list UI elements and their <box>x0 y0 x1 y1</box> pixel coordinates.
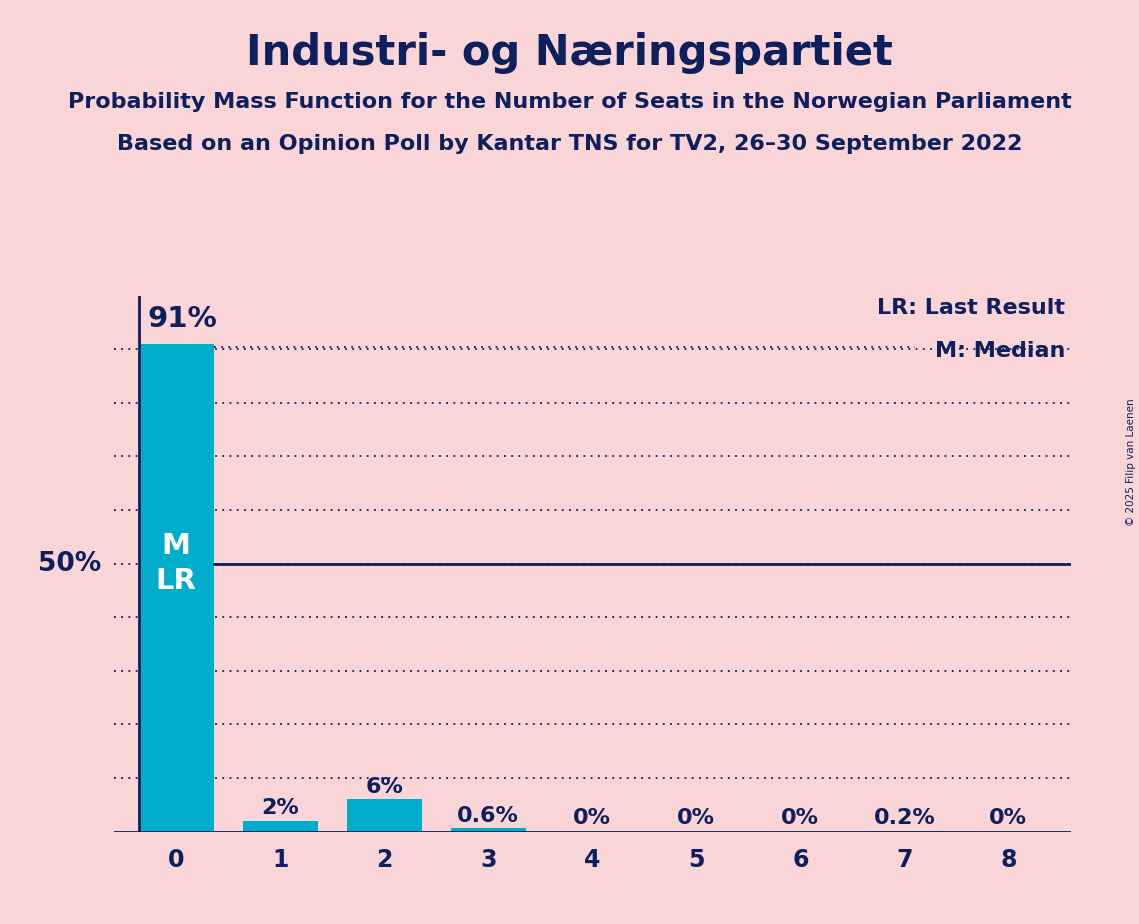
Text: Based on an Opinion Poll by Kantar TNS for TV2, 26–30 September 2022: Based on an Opinion Poll by Kantar TNS f… <box>117 134 1022 154</box>
Text: Industri- og Næringspartiet: Industri- og Næringspartiet <box>246 32 893 74</box>
Text: 2%: 2% <box>262 798 300 819</box>
Text: LR: Last Result: LR: Last Result <box>877 298 1065 319</box>
Text: 91%: 91% <box>147 305 216 334</box>
Text: 0.6%: 0.6% <box>458 806 519 826</box>
Text: M: Median: M: Median <box>935 341 1065 361</box>
Bar <box>451 829 526 832</box>
Text: 0.2%: 0.2% <box>874 808 935 828</box>
Bar <box>867 831 942 832</box>
Text: 50%: 50% <box>39 551 101 577</box>
Text: © 2025 Filip van Laenen: © 2025 Filip van Laenen <box>1126 398 1136 526</box>
Text: 0%: 0% <box>990 808 1027 829</box>
Text: 0%: 0% <box>573 808 612 829</box>
Text: Probability Mass Function for the Number of Seats in the Norwegian Parliament: Probability Mass Function for the Number… <box>67 92 1072 113</box>
Bar <box>243 821 318 832</box>
Text: 6%: 6% <box>366 777 403 796</box>
Bar <box>347 799 421 832</box>
Text: 0%: 0% <box>781 808 819 829</box>
Text: M
LR: M LR <box>156 532 197 595</box>
Bar <box>139 344 214 832</box>
Text: 0%: 0% <box>678 808 715 829</box>
